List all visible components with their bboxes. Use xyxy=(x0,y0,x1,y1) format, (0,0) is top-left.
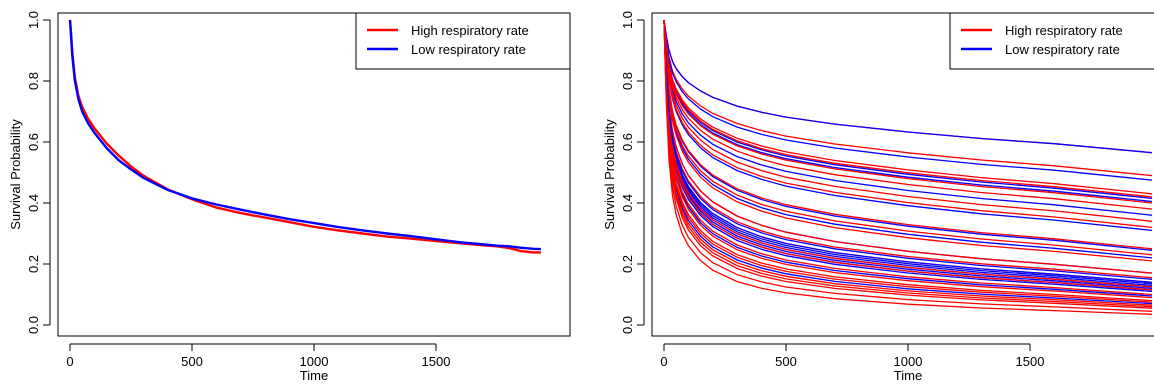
series-line-low-respiratory-rate xyxy=(663,19,1153,154)
x-tick-label: 500 xyxy=(775,354,797,369)
series-line-high-respiratory-rate xyxy=(663,19,1153,302)
left-panel: 0 500 1000 1500 Time 0.0 0.2 0.4 0.6 0.8 1.0 Surviv… xyxy=(8,11,571,383)
y-tick-label: 0.2 xyxy=(620,255,635,273)
y-tick-label: 0.0 xyxy=(620,316,635,334)
y-tick-label: 0.2 xyxy=(26,255,41,273)
legend: High respiratory rate Low respiratory rat… xyxy=(355,13,570,70)
right-panel: 0 500 1000 1500 Time 0.0 0.2 0.4 0.6 0.8 1.0 Surviv… xyxy=(602,11,1154,383)
series-group xyxy=(68,19,541,254)
y-tick-label: 0.0 xyxy=(26,316,41,334)
legend-label: High respiratory rate xyxy=(411,23,529,38)
y-axis-label: Survival Probability xyxy=(602,119,617,230)
legend-label: Low respiratory rate xyxy=(411,42,526,57)
y-tick-label: 0.8 xyxy=(26,72,41,90)
x-tick-label: 1000 xyxy=(300,354,329,369)
y-tick-label: 1.0 xyxy=(620,11,635,29)
x-tick-label: 1000 xyxy=(894,354,923,369)
x-tick-label: 0 xyxy=(66,354,73,369)
x-tick-label: 500 xyxy=(181,354,203,369)
legend: High respiratory rate Low respiratory rat… xyxy=(949,13,1154,70)
series-line-high-respiratory-rate xyxy=(663,19,1153,229)
y-tick-label: 0.4 xyxy=(26,194,41,212)
y-tick-label: 0.4 xyxy=(620,194,635,212)
x-tick-label: 1500 xyxy=(422,354,451,369)
x-axis-label: Time xyxy=(300,368,328,383)
series-line-low-respiratory-rate xyxy=(663,19,1153,283)
x-tick-label: 0 xyxy=(660,354,667,369)
x-tick-label: 1500 xyxy=(1016,354,1045,369)
plot-frame xyxy=(57,12,571,337)
legend-label: Low respiratory rate xyxy=(1005,42,1120,57)
y-tick-label: 0.6 xyxy=(620,133,635,151)
x-axis-label: Time xyxy=(894,368,922,383)
y-axis-label: Survival Probability xyxy=(8,119,23,230)
series-line-low-respiratory-rate xyxy=(68,19,541,251)
y-tick-label: 0.8 xyxy=(620,72,635,90)
series-group xyxy=(663,19,1153,315)
y-tick-label: 0.6 xyxy=(26,133,41,151)
plot-frame xyxy=(651,12,1154,337)
legend-label: High respiratory rate xyxy=(1005,23,1123,38)
series-line-high-respiratory-rate xyxy=(663,19,1153,315)
y-tick-label: 1.0 xyxy=(26,11,41,29)
legend-box xyxy=(355,13,570,70)
legend-box xyxy=(949,13,1154,70)
